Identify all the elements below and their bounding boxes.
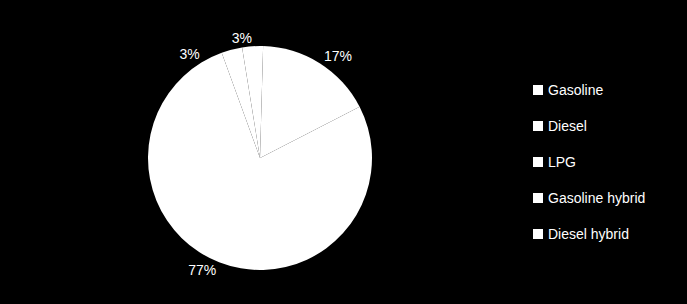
svg-text:17%: 17% bbox=[324, 48, 352, 64]
svg-text:3%: 3% bbox=[232, 30, 252, 46]
svg-text:Gasoline hybrid: Gasoline hybrid bbox=[548, 190, 645, 206]
svg-text:Diesel hybrid: Diesel hybrid bbox=[548, 226, 629, 242]
svg-text:Gasoline: Gasoline bbox=[548, 82, 603, 98]
svg-text:3%: 3% bbox=[179, 46, 199, 62]
svg-text:Diesel: Diesel bbox=[548, 118, 587, 134]
svg-text:LPG: LPG bbox=[548, 154, 576, 170]
svg-text:77%: 77% bbox=[188, 262, 216, 278]
